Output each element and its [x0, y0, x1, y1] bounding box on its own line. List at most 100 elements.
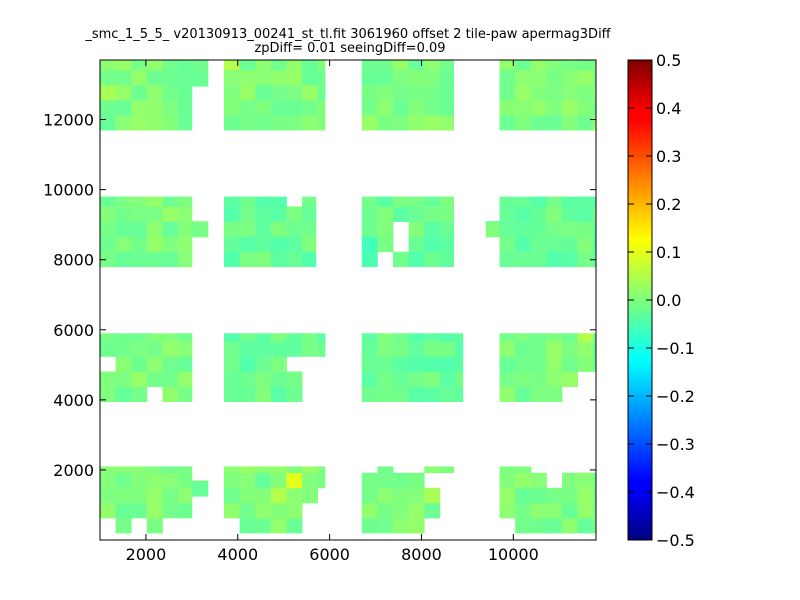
heatmap-cell	[115, 60, 132, 71]
heatmap-cell	[100, 69, 117, 86]
heatmap-cell	[270, 69, 287, 86]
heatmap-cell	[562, 472, 579, 489]
heatmap-cell	[162, 84, 179, 101]
heatmap-cell	[593, 84, 597, 101]
heatmap-cell	[239, 341, 256, 357]
heatmap-cell	[224, 466, 241, 474]
heatmap-cell	[562, 206, 579, 222]
heatmap-cell	[577, 341, 594, 357]
colorbar-ticks: 0.5 0.4 0.3 0.2 0.1 0.0 −0.1 −0.2 −0.3 −0.4 −0.5	[628, 51, 695, 550]
heatmap-cell	[286, 206, 303, 222]
heatmap-cell	[361, 371, 378, 387]
heatmap-cell	[485, 221, 502, 238]
heatmap-cell	[562, 196, 579, 207]
heatmap-cell	[178, 487, 193, 504]
heatmap-cell	[146, 356, 163, 372]
heatmap-cell	[115, 333, 132, 342]
heatmap-cell	[255, 386, 272, 403]
heatmap-cell	[499, 84, 516, 101]
x-tick-label: 10000	[488, 545, 539, 564]
heatmap-cell	[191, 71, 208, 87]
heatmap-cell	[239, 466, 256, 474]
heatmap-cell	[224, 333, 241, 342]
heatmap-cell	[100, 472, 117, 489]
heatmap-cell	[455, 333, 464, 342]
heatmap-cell	[162, 60, 179, 71]
heatmap-cell	[546, 251, 563, 268]
heatmap-cell	[270, 251, 287, 268]
heatmap-cell	[270, 84, 287, 101]
heatmap-cell	[100, 341, 117, 357]
heatmap-cell	[361, 196, 378, 207]
chart-subtitle: zpDiff= 0.01 seeingDiff=0.09	[254, 41, 445, 56]
heatmap-cell	[270, 371, 287, 387]
heatmap-cell	[100, 502, 117, 519]
heatmap-cell	[178, 236, 193, 253]
heatmap-cell	[131, 60, 148, 71]
heatmap-cell	[424, 341, 441, 357]
heatmap-cell	[577, 356, 594, 372]
heatmap-cell	[499, 251, 516, 268]
heatmap-cell	[439, 386, 456, 403]
heatmap-cell	[577, 99, 594, 116]
x-tick-label: 6000	[309, 545, 350, 564]
colorbar-tick-label: 0.2	[656, 195, 681, 214]
heatmap-cell	[424, 221, 441, 237]
heatmap-cell	[515, 386, 532, 403]
heatmap-cell	[577, 333, 594, 342]
heatmap-cell	[178, 333, 193, 342]
heatmap-cell	[162, 466, 179, 474]
heatmap-cell	[302, 99, 319, 116]
heatmap-cell	[515, 487, 532, 504]
heatmap-cell	[361, 472, 378, 489]
heatmap-cell	[499, 69, 516, 86]
heatmap-cell	[377, 99, 394, 116]
heatmap-cell	[515, 206, 532, 222]
heatmap-cell	[546, 60, 563, 71]
heatmap-cell	[178, 99, 193, 116]
heatmap-cell	[115, 236, 132, 253]
heatmap-cell	[439, 356, 456, 372]
heatmap-cell	[224, 99, 241, 116]
heatmap-cell	[162, 386, 179, 403]
heatmap-cell	[593, 69, 597, 86]
heatmap-cell	[577, 84, 594, 101]
plot-frame	[99, 59, 597, 541]
heatmap-cell	[178, 472, 193, 489]
heatmap-cell	[224, 206, 241, 222]
heatmap-cell	[146, 84, 163, 101]
heatmap-cell	[317, 333, 326, 342]
heatmap-cell	[439, 221, 455, 237]
heatmap-cell	[131, 251, 148, 268]
heatmap-cell	[593, 99, 597, 116]
heatmap-cell	[286, 60, 303, 71]
heatmap-cell	[439, 251, 455, 268]
heatmap-cell	[286, 84, 303, 101]
heatmap-cell	[499, 466, 516, 474]
heatmap-cell	[593, 60, 597, 71]
heatmap-cell	[239, 472, 256, 489]
heatmap-cell	[115, 487, 132, 504]
heatmap-cell	[178, 221, 193, 237]
heatmap-cell	[100, 84, 117, 101]
heatmap-cell	[207, 221, 209, 223]
heatmap-cell	[100, 487, 117, 504]
heatmap-cell	[562, 69, 579, 86]
heatmap-cell	[577, 115, 594, 131]
heatmap-cell	[577, 221, 594, 237]
heatmap-cell	[286, 517, 303, 534]
heatmap-cell	[162, 356, 179, 372]
heatmap-cell	[530, 333, 547, 342]
heatmap-cell	[239, 251, 256, 268]
heatmap-cell	[577, 206, 594, 222]
heatmap-cell	[424, 60, 441, 71]
heatmap-cell	[146, 466, 163, 474]
heatmap-cell	[515, 517, 532, 534]
heatmap-cell	[515, 502, 532, 519]
heatmap-cell	[377, 333, 394, 342]
heatmap-cell	[255, 221, 272, 237]
heatmap-cell	[286, 502, 303, 519]
heatmap-cell	[530, 251, 547, 268]
heatmap-cell	[131, 99, 148, 116]
